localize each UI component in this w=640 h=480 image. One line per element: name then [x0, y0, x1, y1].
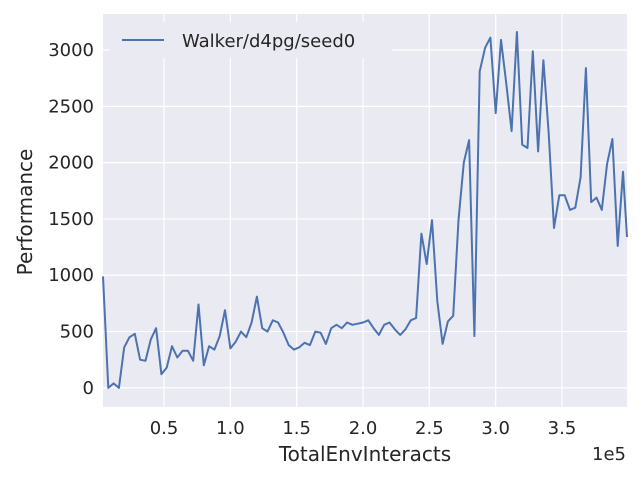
y-tick-label: 0	[83, 378, 94, 399]
legend-box	[110, 22, 392, 58]
y-tick-label: 500	[60, 322, 94, 343]
y-tick-label: 2000	[48, 153, 94, 174]
series-layer	[102, 31, 628, 389]
y-tick-label: 2500	[48, 96, 94, 117]
legend: Walker/d4pg/seed0	[110, 22, 392, 58]
x-offset-label: 1e5	[592, 444, 626, 465]
series-line-walker-d4pg-seed0	[102, 31, 628, 389]
plot-background	[103, 14, 627, 407]
x-tick-label: 3.0	[481, 418, 510, 439]
x-axis-label: TotalEnvInteracts	[278, 442, 451, 466]
y-tick-label: 1000	[48, 265, 94, 286]
y-tick-label: 3000	[48, 40, 94, 61]
x-tick-label: 2.0	[349, 418, 378, 439]
x-tick-label: 3.5	[548, 418, 577, 439]
x-tick-label: 0.5	[150, 418, 179, 439]
legend-entry-label: Walker/d4pg/seed0	[182, 31, 355, 52]
x-tick-labels: 0.5 1.0 1.5 2.0 2.5 3.0 3.5	[150, 418, 577, 439]
x-tick-label: 1.0	[216, 418, 245, 439]
y-tick-labels: 0 500 1000 1500 2000 2500 3000	[48, 40, 94, 399]
x-gridlines	[163, 14, 563, 407]
y-tick-label: 1500	[48, 209, 94, 230]
y-axis-label: Performance	[13, 149, 37, 276]
x-tick-label: 2.5	[415, 418, 444, 439]
x-tick-label: 1.5	[282, 418, 311, 439]
